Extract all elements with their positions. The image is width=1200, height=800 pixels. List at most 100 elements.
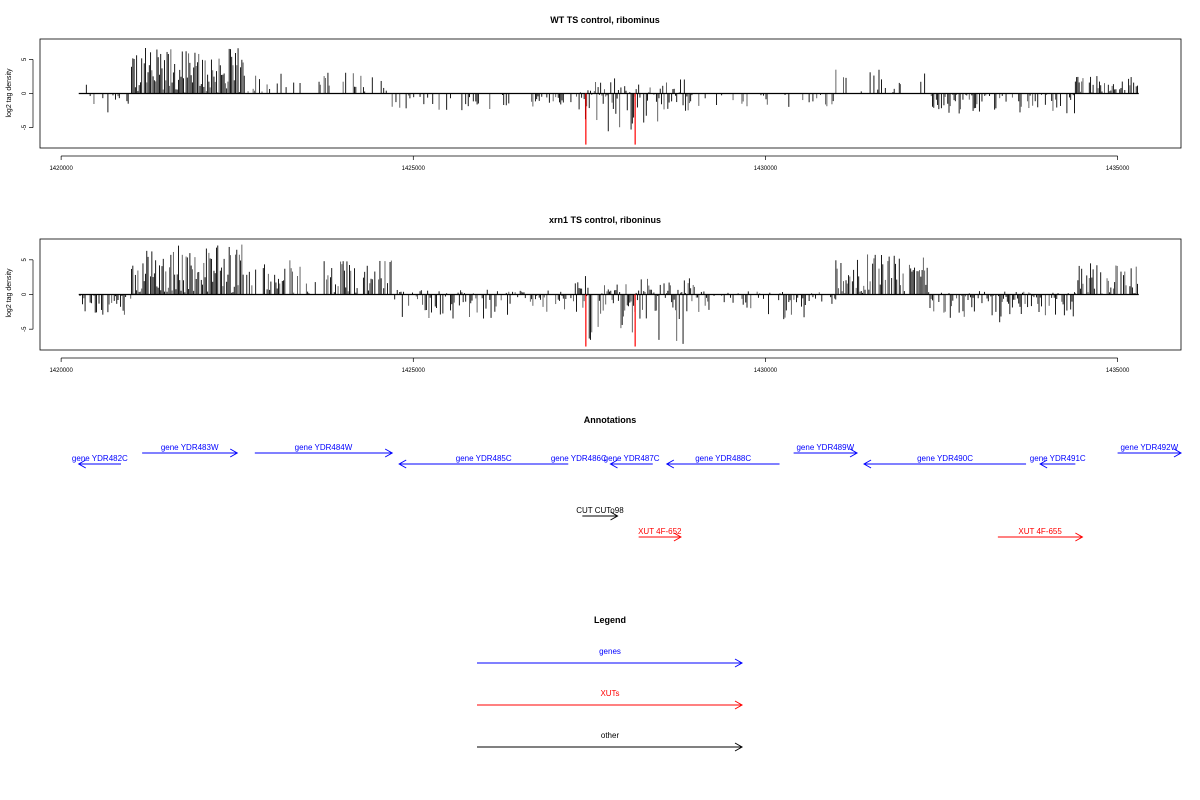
x-tick-label: 1430000	[754, 166, 778, 172]
feature-label: gene YDR491C	[1030, 454, 1086, 463]
feature-arrow	[77, 459, 121, 469]
feature-arrow	[638, 532, 682, 542]
arrow-head	[665, 459, 675, 469]
y-tick-label: 5	[22, 257, 28, 261]
feature: CUT CUTo98	[576, 506, 624, 521]
feature-label: XUT 4F-655	[1018, 527, 1062, 536]
arrow-head	[229, 448, 239, 458]
feature-label: gene YDR484W	[295, 443, 353, 452]
feature: gene YDR492W	[1117, 443, 1183, 458]
y-axis: -5 0 5	[22, 57, 34, 130]
y-tick-label: 0	[22, 91, 28, 95]
plot-frame	[39, 38, 1182, 149]
legend-entries: genes XUTs other	[477, 647, 744, 752]
arrow-head	[77, 459, 86, 469]
feature-arrow	[863, 459, 1027, 469]
feature-arrow	[398, 459, 569, 469]
feature: gene YDR487C	[604, 454, 660, 469]
panel-title: xrn1 TS control, riboninus	[549, 215, 661, 225]
y-tick-label: -5	[22, 124, 28, 130]
x-tick-label: 1430000	[754, 368, 778, 374]
feature-label: gene YDR492W	[1120, 443, 1178, 452]
feature-arrows: gene YDR482C gene YDR483W gene YDR484W gene…	[72, 443, 1183, 542]
feature-arrow	[793, 448, 859, 458]
feature: gene YDR485C	[398, 454, 569, 469]
legend-label: other	[601, 731, 620, 740]
feature: XUT 4F-655	[997, 527, 1084, 542]
y-tick-label: 0	[22, 292, 28, 296]
legend-entry: genes	[477, 647, 744, 668]
x-tick-label: 1420000	[49, 368, 73, 374]
legend-arrow	[477, 742, 744, 752]
feature-label: gene YDR487C	[604, 454, 660, 463]
y-axis-label: log2 tag density	[6, 268, 13, 318]
highlight-bars	[585, 93, 636, 145]
x-tick-label: 1425000	[402, 368, 426, 374]
y-tick-label: 5	[22, 57, 28, 61]
x-tick-label: 1420000	[49, 166, 73, 172]
legend-label: XUTs	[600, 689, 619, 698]
feature-label: gene YDR488C	[695, 454, 751, 463]
annotations-title: Annotations	[584, 415, 637, 425]
legend-entry: XUTs	[477, 689, 744, 710]
feature: gene YDR491C	[1030, 454, 1086, 469]
xrn1-density-panel: xrn1 TS control, riboninus log2 tag dens…	[6, 215, 1182, 374]
feature: gene YDR483W	[142, 443, 239, 458]
feature: gene YDR489W	[793, 443, 859, 458]
legend-panel: Legend genes XUTs other	[477, 615, 744, 752]
legend-arrow	[477, 700, 744, 710]
arrow-head	[398, 459, 407, 469]
plot-frame	[39, 238, 1182, 351]
y-axis-label: log2 tag density	[6, 68, 13, 118]
density-bars	[78, 244, 1139, 344]
arrow-head	[1075, 532, 1084, 542]
legend-entry: other	[477, 731, 744, 752]
feature: gene YDR484W	[254, 443, 394, 458]
feature: gene YDR482C	[72, 454, 128, 469]
arrow-head	[609, 459, 618, 469]
feature-arrow	[1039, 459, 1076, 469]
feature-label: gene YDR486C	[551, 454, 607, 463]
arrow-head	[1039, 459, 1048, 469]
feature-arrow	[142, 448, 239, 458]
feature-arrow	[997, 532, 1084, 542]
panel-title: WT TS control, ribominus	[550, 15, 660, 25]
x-axis: 1420000 1425000 1430000 1435000	[49, 155, 1130, 172]
feature-label: gene YDR489W	[796, 443, 854, 452]
arrow-head	[863, 459, 872, 469]
highlight-bars	[585, 294, 636, 347]
legend-arrow	[477, 658, 744, 668]
arrow-head	[673, 532, 682, 542]
feature: XUT 4F-652	[638, 527, 682, 542]
arrow-head	[384, 448, 394, 458]
feature-label: XUT 4F-652	[638, 527, 682, 536]
feature-label: gene YDR483W	[161, 443, 219, 452]
feature: gene YDR490C	[863, 454, 1027, 469]
wt-density-panel: WT TS control, ribominus log2 tag densit…	[6, 15, 1182, 172]
legend-label: genes	[599, 647, 621, 656]
arrow-head	[610, 511, 619, 521]
y-tick-label: -5	[22, 326, 28, 332]
feature-label: CUT CUTo98	[576, 506, 624, 515]
feature-label: gene YDR485C	[456, 454, 512, 463]
feature: gene YDR486C	[551, 454, 607, 463]
feature-arrow	[582, 511, 619, 521]
feature-label: gene YDR490C	[917, 454, 973, 463]
y-axis: -5 0 5	[22, 257, 34, 332]
feature-arrow	[609, 459, 653, 469]
feature-label: gene YDR482C	[72, 454, 128, 463]
x-tick-label: 1425000	[402, 166, 426, 172]
density-bars	[78, 48, 1139, 132]
arrow-head	[734, 658, 744, 668]
legend-title: Legend	[594, 615, 626, 625]
feature-arrow	[665, 459, 780, 469]
arrow-head	[734, 700, 744, 710]
arrow-head	[849, 448, 859, 458]
feature: gene YDR488C	[665, 454, 780, 469]
x-axis: 1420000 1425000 1430000 1435000	[49, 357, 1130, 374]
feature-arrow	[254, 448, 394, 458]
x-tick-label: 1435000	[1106, 368, 1130, 374]
feature-arrow	[1117, 448, 1183, 458]
